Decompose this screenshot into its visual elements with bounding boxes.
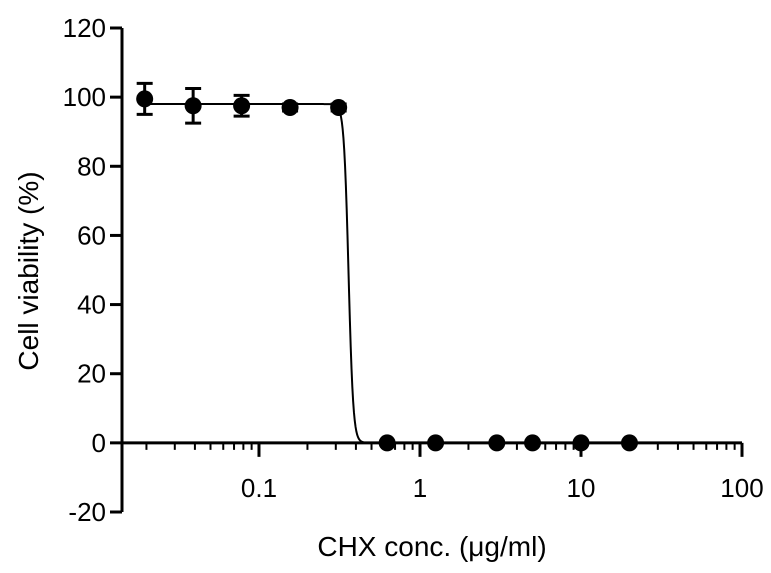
data-point	[378, 434, 396, 452]
y-tick-label: 20	[77, 359, 106, 389]
y-axis: -20 0 20 40 60 80 100 120	[63, 13, 124, 527]
y-tick-label: -20	[68, 497, 106, 527]
x-tick-label: 0.1	[241, 473, 277, 503]
x-tick-label: 100	[720, 473, 763, 503]
y-tick-label: 0	[92, 428, 106, 458]
data-point	[233, 97, 251, 115]
data-point	[572, 434, 590, 452]
data-point	[427, 434, 445, 452]
data-point	[281, 99, 299, 117]
fit-curve-group	[144, 103, 630, 444]
y-tick-label: 100	[63, 82, 106, 112]
y-axis-title: Cell viability (%)	[13, 171, 44, 370]
x-axis-title: CHX conc. (μg/ml)	[317, 531, 546, 562]
data-point	[524, 434, 542, 452]
y-tick-label: 40	[77, 290, 106, 320]
fit-curve-line	[144, 103, 630, 444]
x-axis: 0.1 1 10 100	[122, 441, 764, 503]
data-point	[330, 99, 348, 117]
x-tick-label: 10	[567, 473, 596, 503]
data-point	[184, 97, 202, 115]
x-tick-label: 1	[413, 473, 427, 503]
data-point	[620, 434, 638, 452]
y-tick-label: 60	[77, 220, 106, 250]
data-points	[136, 81, 638, 452]
y-tick-label: 80	[77, 151, 106, 181]
data-point	[136, 90, 154, 108]
y-tick-label: 120	[63, 13, 106, 43]
data-point	[488, 434, 506, 452]
